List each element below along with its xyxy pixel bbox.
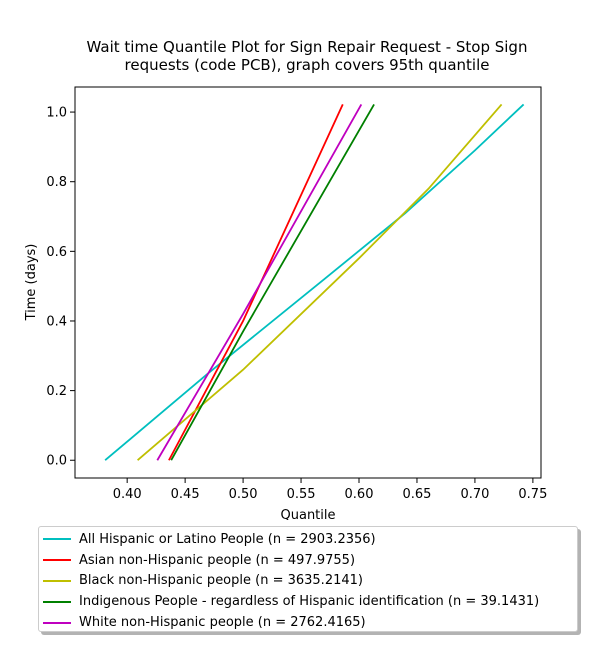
- x-axis-label: Quantile: [281, 508, 336, 520]
- plot-frame: [74, 86, 542, 479]
- legend-swatch: [43, 559, 71, 562]
- legend-swatch: [43, 621, 71, 624]
- x-tick-label: 0.45: [171, 487, 200, 502]
- legend-item-4: Indigenous People - regardless of Hispan…: [39, 591, 577, 612]
- x-tick-label: 0.70: [460, 487, 489, 502]
- y-axis-label: Time (days): [24, 244, 39, 322]
- series-line-3: [137, 103, 503, 461]
- legend-item-5: White non-Hispanic people (n = 2762.4165…: [39, 612, 577, 633]
- legend-label: White non-Hispanic people (n = 2762.4165…: [79, 615, 366, 631]
- series-line-5: [156, 103, 363, 461]
- series-line-4: [170, 103, 375, 461]
- legend-item-2: Asian non-Hispanic people (n = 497.9755): [39, 550, 577, 571]
- x-tick-label: 0.55: [287, 487, 316, 502]
- series-line-1: [104, 103, 525, 461]
- legend-swatch: [43, 538, 71, 541]
- legend-swatch: [43, 579, 71, 582]
- y-tick-label: 0.8: [46, 175, 67, 190]
- x-tick-label: 0.75: [518, 487, 547, 502]
- y-tick-label: 0.2: [46, 384, 67, 399]
- y-tick-label: 0.6: [46, 245, 67, 260]
- legend: All Hispanic or Latino People (n = 2903.…: [38, 526, 578, 632]
- legend-label: Black non-Hispanic people (n = 3635.2141…: [79, 573, 363, 589]
- y-tick-label: 1.0: [46, 106, 67, 121]
- y-tick-label: 0.4: [46, 314, 67, 329]
- chart-title-line1: Wait time Quantile Plot for Sign Repair …: [87, 38, 528, 56]
- legend-swatch: [43, 600, 71, 603]
- legend-item-1: All Hispanic or Latino People (n = 2903.…: [39, 529, 577, 550]
- series-line-2: [168, 104, 344, 461]
- x-tick-label: 0.50: [229, 487, 258, 502]
- y-tick-label: 0.0: [46, 454, 67, 469]
- legend-item-3: Black non-Hispanic people (n = 3635.2141…: [39, 571, 577, 592]
- legend-label: Asian non-Hispanic people (n = 497.9755): [79, 552, 356, 568]
- series-layer: [104, 103, 525, 461]
- x-tick-label: 0.65: [402, 487, 431, 502]
- chart-title-line2: requests (code PCB), graph covers 95th q…: [125, 56, 490, 74]
- x-tick-label: 0.40: [113, 487, 142, 502]
- ticks-layer: 0.40 0.45 0.50 0.55 0.60 0.65 0.70 0.75 0.0 0.2 0.…: [46, 106, 547, 502]
- x-tick-label: 0.60: [345, 487, 374, 502]
- legend-label: Indigenous People - regardless of Hispan…: [79, 594, 540, 610]
- quantile-chart: Wait time Quantile Plot for Sign Repair …: [24, 38, 547, 520]
- legend-label: All Hispanic or Latino People (n = 2903.…: [79, 531, 376, 547]
